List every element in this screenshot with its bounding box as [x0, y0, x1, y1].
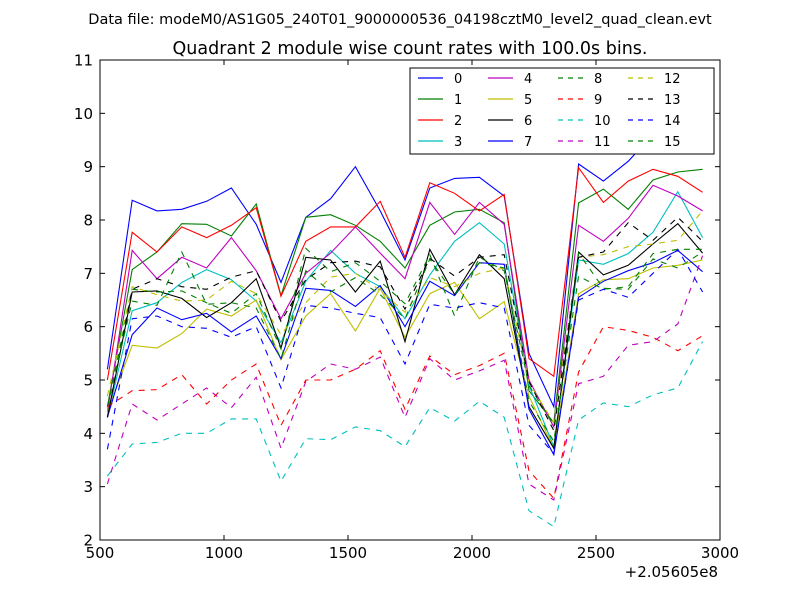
- series-line-9: [107, 326, 703, 500]
- y-tick-label: 9: [83, 158, 93, 176]
- legend-label-9: 9: [594, 93, 602, 108]
- series-line-13: [106, 216, 703, 433]
- x-tick-label: 3000: [701, 544, 739, 562]
- plot-frame: [99, 59, 721, 541]
- x-tick-label: 1000: [205, 544, 243, 562]
- x-tick-label: 1500: [329, 544, 367, 562]
- legend-label-3: 3: [454, 135, 462, 150]
- x-tick-label: 500: [86, 544, 115, 562]
- legend-label-13: 13: [664, 93, 681, 108]
- y-tick-label: 8: [83, 212, 93, 230]
- y-tick-label: 5: [83, 372, 93, 390]
- series-line-14: [106, 248, 704, 455]
- y-tick-label: 10: [74, 105, 93, 123]
- y-tick-label: 7: [83, 265, 93, 283]
- legend-label-10: 10: [594, 114, 611, 129]
- y-tick-label: 4: [83, 425, 93, 443]
- series-line-7: [106, 249, 703, 457]
- data-file-label: Data file: modeM0/AS1G05_240T01_90000005…: [88, 12, 712, 28]
- series-line-1: [106, 168, 703, 425]
- series-line-10: [106, 341, 704, 528]
- x-tick-label: 2000: [453, 544, 491, 562]
- y-tick-label: 3: [83, 478, 93, 496]
- series-line-12: [106, 210, 704, 425]
- legend-label-5: 5: [524, 93, 532, 108]
- series-line-3: [106, 190, 704, 449]
- series-line-2: [106, 166, 703, 381]
- legend-label-14: 14: [664, 114, 681, 129]
- legend-label-7: 7: [524, 135, 532, 150]
- y-tick-label: 11: [74, 52, 93, 70]
- legend-label-6: 6: [524, 114, 532, 129]
- legend-label-11: 11: [594, 135, 611, 150]
- series-line-4: [106, 184, 703, 429]
- y-tick-label: 6: [83, 318, 93, 336]
- series-line-8: [106, 247, 703, 427]
- legend-label-12: 12: [664, 72, 681, 87]
- series-layer: [106, 112, 704, 528]
- legend-label-8: 8: [594, 72, 602, 87]
- x-tick-label: 2500: [577, 544, 615, 562]
- legend-label-4: 4: [524, 72, 532, 87]
- legend-label-15: 15: [664, 135, 681, 150]
- y-tick-label: 2: [83, 532, 93, 550]
- series-line-0: [106, 112, 703, 409]
- series-line-5: [106, 259, 703, 451]
- chart-title: Quadrant 2 module wise count rates with …: [173, 39, 648, 59]
- legend-label-0: 0: [454, 72, 462, 87]
- x-offset-label: +2.05605e8: [625, 563, 718, 581]
- series-line-6: [106, 222, 704, 450]
- legend-frame: [409, 67, 715, 155]
- legend-label-1: 1: [454, 93, 462, 108]
- series-line-11: [106, 255, 704, 501]
- legend-label-2: 2: [454, 114, 462, 129]
